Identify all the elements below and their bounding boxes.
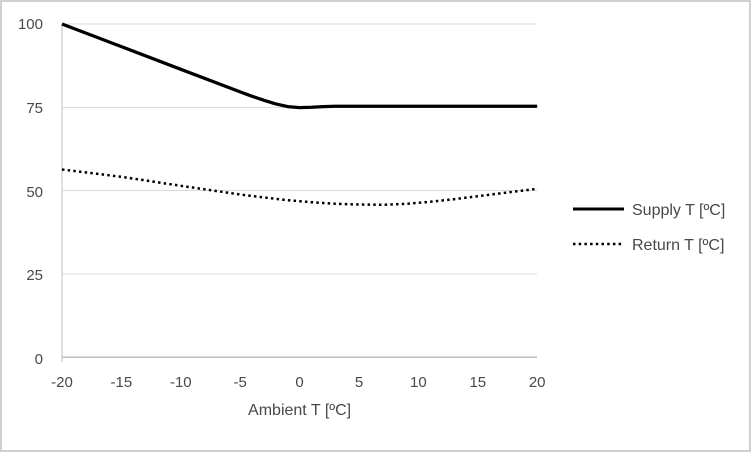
- legend: Supply T [ºC] Return T [ºC]: [573, 202, 725, 254]
- y-tick-100: 100: [18, 16, 43, 33]
- x-tick-0: 0: [295, 374, 303, 391]
- gridlines: [62, 23, 538, 358]
- data-series: [61, 22, 538, 207]
- y-tick-75: 75: [26, 100, 43, 117]
- x-tick-neg5: -5: [234, 374, 247, 391]
- y-axis-tick-labels: 0 25 50 75 100: [18, 16, 43, 368]
- legend-label-supply: Supply T [ºC]: [632, 202, 725, 219]
- x-axis-title: Ambient T [ºC]: [248, 402, 351, 419]
- return-temperature-line: [61, 168, 538, 207]
- x-tick-neg10: -10: [170, 374, 192, 391]
- axes: [61, 24, 538, 362]
- x-tick-20: 20: [529, 374, 546, 391]
- y-tick-25: 25: [26, 267, 43, 284]
- x-tick-5: 5: [355, 374, 363, 391]
- supply-temperature-line: [61, 22, 538, 110]
- x-tick-neg15: -15: [111, 374, 133, 391]
- x-tick-10: 10: [410, 374, 427, 391]
- legend-label-return: Return T [ºC]: [632, 237, 724, 254]
- y-tick-0: 0: [35, 351, 43, 368]
- x-axis-tick-labels: -20 -15 -10 -5 0 5 10 15 20: [51, 374, 545, 391]
- legend-item-supply: Supply T [ºC]: [573, 202, 725, 219]
- x-tick-neg20: -20: [51, 374, 73, 391]
- x-tick-15: 15: [469, 374, 486, 391]
- legend-item-return: Return T [ºC]: [573, 237, 724, 254]
- y-tick-50: 50: [26, 184, 43, 201]
